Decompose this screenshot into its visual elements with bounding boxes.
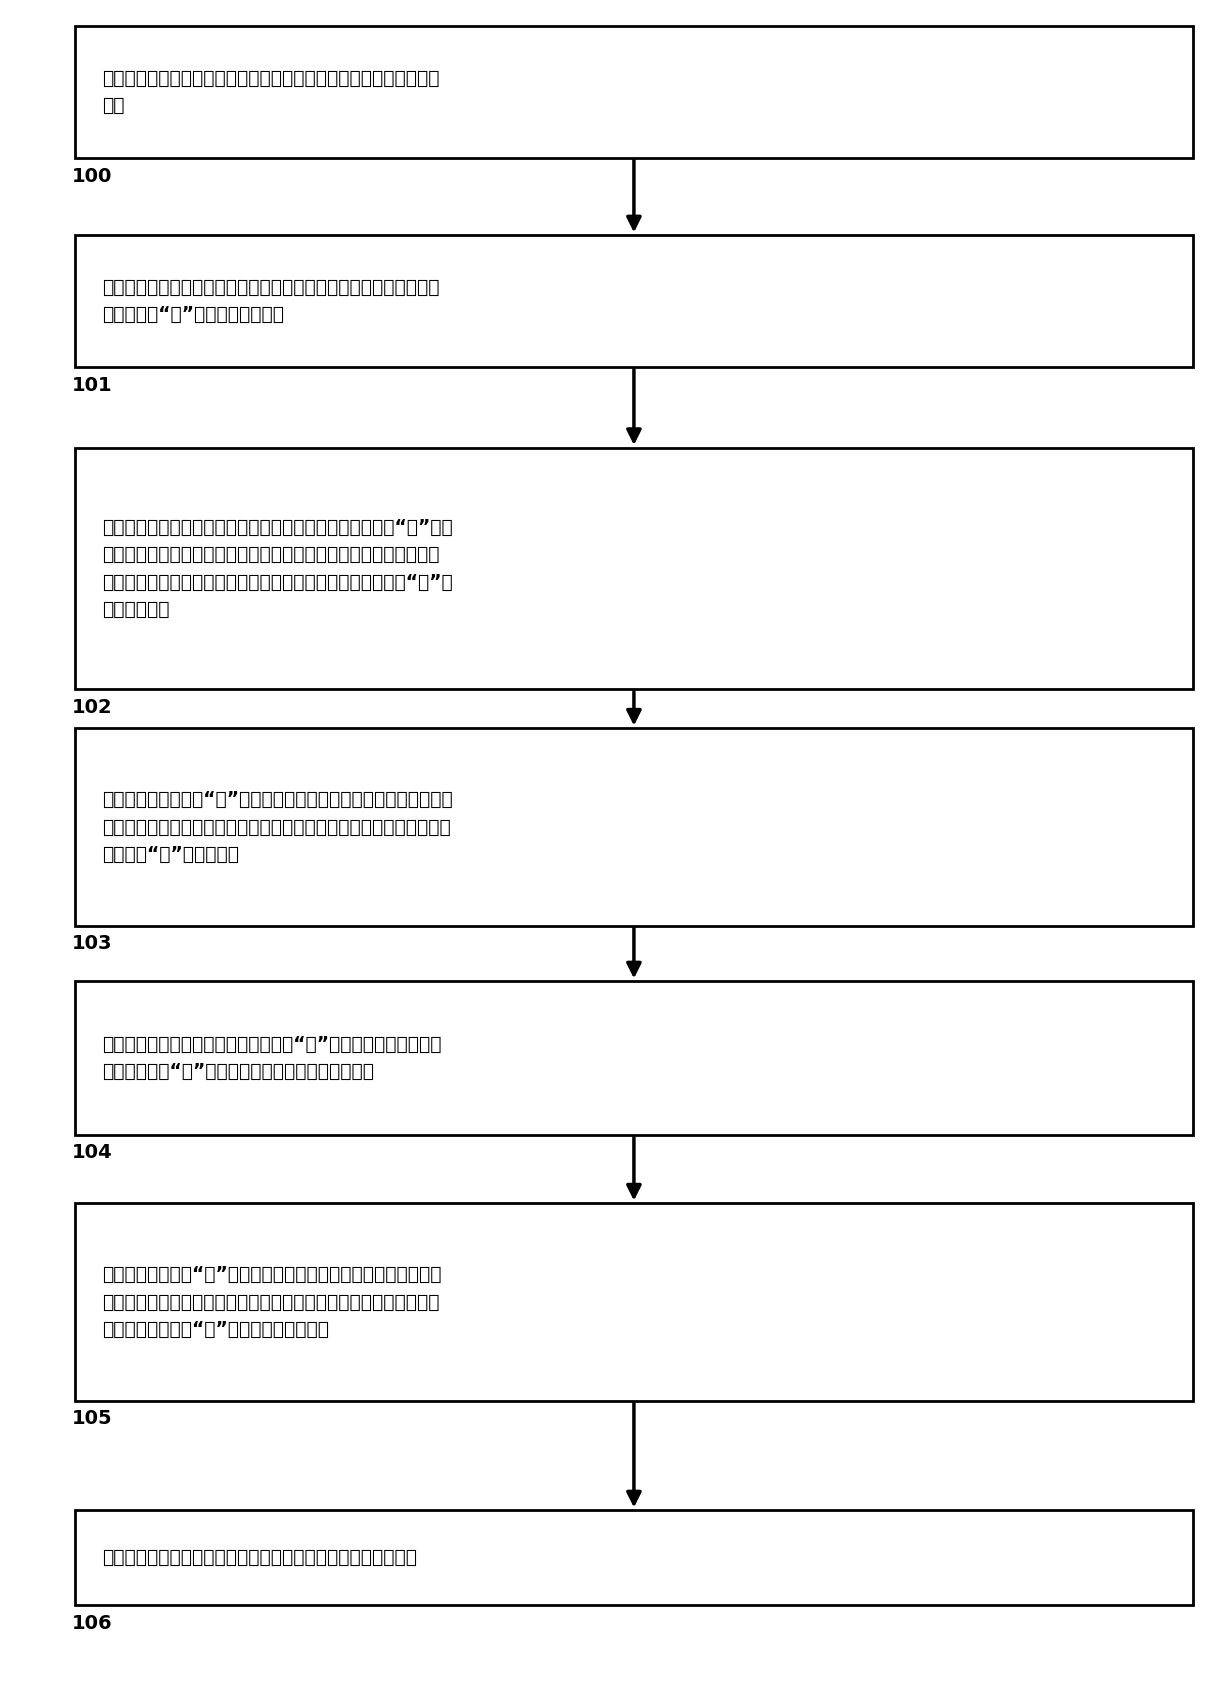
- Text: 104: 104: [71, 1143, 112, 1163]
- FancyBboxPatch shape: [75, 1510, 1193, 1605]
- Text: 101: 101: [71, 375, 112, 394]
- Text: 根据上述建立的基于“线”的层序地层格架，按照这些线的数据的相关
性对这些线进行连接剪构成面，继维层序地层厚度相关联的图件，分析
层序地层“面”上分布特征: 根据上述建立的基于“线”的层序地层格架，按照这些线的数据的相关 性对这些线进行连…: [102, 790, 453, 864]
- Text: 采集岐口凹陷古近系三维数据体，基于“面”上特征，进行全盆层序
地层三维空间“体”的建立，完善层序地层格架构建；: 采集岐口凹陷古近系三维数据体，基于“面”上特征，进行全盆层序 地层三维空间“体”…: [102, 1034, 442, 1082]
- Text: 根据层序地层格架“体”上构建方案，采集层序发育时间系列数据，
分析盆地层序在不同发育时期在三维空间的发育特征以及盆向演化特
性，完成建立全盆“时”上的地层序地层: 根据层序地层格架“体”上构建方案，采集层序发育时间系列数据， 分析盆地层序在不同…: [102, 1265, 442, 1338]
- FancyBboxPatch shape: [75, 25, 1193, 158]
- FancyBboxPatch shape: [75, 728, 1193, 925]
- FancyBboxPatch shape: [75, 448, 1193, 689]
- Text: 基于露头、錢井、地化等点的数据，提据岩性突变面、曲线变化面等
特征，建立“点”上的层序地层格架: 基于露头、錢井、地化等点的数据，提据岩性突变面、曲线变化面等 特征，建立“点”上…: [102, 278, 439, 324]
- Text: 数据收集与分析：收集岐口凹陷古近系地层数据，并对数据进行筛选
分类: 数据收集与分析：收集岐口凹陷古近系地层数据，并对数据进行筛选 分类: [102, 70, 439, 115]
- Text: 采集岐口凹陷古近系地层中连井剪面和地震剪面数据，根据“点”上的
层序地层格架构建，按照这些点的数据的相关性进行连接剪成线，根
据削蚀、上超、下超信息，在地震剪面: 采集岐口凹陷古近系地层中连井剪面和地震剪面数据，根据“点”上的 层序地层格架构建…: [102, 518, 453, 618]
- Text: 105: 105: [71, 1409, 112, 1428]
- FancyBboxPatch shape: [75, 236, 1193, 367]
- FancyBboxPatch shape: [75, 981, 1193, 1134]
- Text: 106: 106: [71, 1615, 112, 1633]
- Text: 综合油气勘探实际，确定盆生、储、盖在层序格架中的匹配关系: 综合油气勘探实际，确定盆生、储、盖在层序格架中的匹配关系: [102, 1549, 417, 1567]
- Text: 102: 102: [71, 698, 112, 717]
- Text: 103: 103: [71, 934, 112, 954]
- Text: 100: 100: [71, 166, 112, 185]
- FancyBboxPatch shape: [75, 1204, 1193, 1401]
